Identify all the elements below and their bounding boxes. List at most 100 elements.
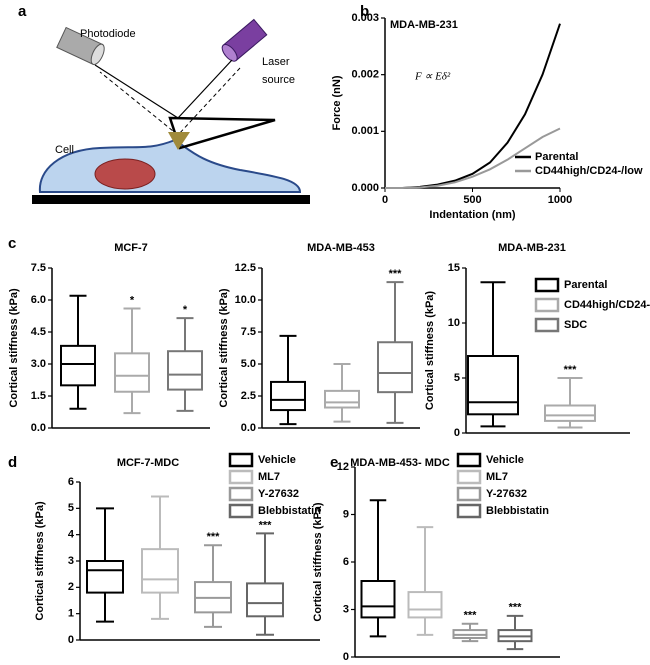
line-series: [385, 23, 561, 189]
chart-title: MDA-MB-453: [307, 242, 375, 254]
y-axis-label: Cortical stiffness (kPa): [8, 288, 20, 408]
laser-label: Laser: [262, 56, 290, 68]
legend-label: ML7: [486, 471, 508, 483]
significance: ***: [564, 364, 578, 376]
panel-label: b: [360, 3, 369, 20]
y-tick-label: 0.003: [351, 12, 379, 24]
chart-title: MCF-7-MDC: [117, 457, 179, 469]
y-tick-label: 0.000: [351, 182, 379, 194]
panel-label: a: [18, 3, 27, 20]
legend-label: Vehicle: [258, 454, 296, 466]
cell-shape: [38, 138, 302, 193]
significance: ***: [464, 610, 478, 622]
legend-label: CD44high/CD24-/low: [564, 299, 650, 311]
photodiode-label: Photodiode: [80, 28, 136, 40]
box: [544, 404, 596, 422]
y-tick-label: 6: [343, 556, 349, 568]
y-tick-label: 7.5: [31, 262, 46, 274]
y-tick-label: 4: [68, 529, 75, 541]
y-tick-label: 5: [454, 372, 460, 384]
legend-swatch: [534, 317, 560, 333]
box: [246, 582, 284, 618]
legend-label: Vehicle: [486, 454, 524, 466]
annotation: F ∝ Eδ²: [414, 71, 451, 83]
y-tick-label: 3: [68, 555, 74, 567]
legend-swatch: [534, 297, 560, 313]
laser-label: source: [262, 74, 295, 86]
legend-swatch: [456, 452, 482, 468]
chart-title: MCF-7: [114, 242, 148, 254]
legend-swatch: [534, 277, 560, 293]
legend-swatch: [228, 503, 254, 519]
line-series: [385, 127, 561, 189]
y-axis-label: Cortical stiffness (kPa): [424, 291, 436, 411]
y-tick-label: 4.5: [31, 326, 46, 338]
significance: ***: [389, 268, 403, 280]
legend-label: Parental: [564, 279, 607, 291]
chart-title: MDA-MB-453- MDC: [350, 457, 450, 469]
box: [324, 389, 360, 409]
y-tick-label: 12: [337, 461, 349, 473]
box: [60, 344, 96, 387]
box: [467, 355, 519, 416]
box: [407, 591, 443, 619]
y-tick-label: 3: [343, 603, 349, 615]
panel-label: d: [8, 454, 17, 471]
x-tick-label: 0: [382, 194, 388, 206]
y-axis-label: Cortical stiffness (kPa): [312, 502, 324, 622]
afm-diagram: a Photodiode Laser source Cell: [18, 3, 310, 204]
y-tick-label: 9: [343, 508, 349, 520]
y-tick-label: 10: [448, 317, 460, 329]
y-tick-label: 12.5: [235, 262, 256, 274]
y-tick-label: 3.0: [31, 358, 46, 370]
y-tick-label: 0.0: [241, 422, 256, 434]
legend-swatch: [456, 486, 482, 502]
y-tick-label: 6.0: [31, 294, 46, 306]
x-tick-label: 500: [463, 194, 481, 206]
y-tick-label: 15: [448, 262, 460, 274]
significance: ***: [259, 519, 273, 531]
substrate: [32, 195, 310, 204]
legend-swatch: [228, 469, 254, 485]
panel-label: e: [330, 454, 338, 471]
legend-label: Blebbistatin: [258, 505, 321, 517]
legend-label: CD44high/CD24-/low: [535, 165, 643, 177]
x-axis-label: Indentation (nm): [429, 209, 515, 221]
y-tick-label: 0: [343, 651, 349, 663]
box: [360, 580, 396, 619]
significance: ***: [509, 602, 523, 614]
y-tick-label: 0: [68, 634, 74, 646]
legend-label: Y-27632: [258, 488, 299, 500]
significance: ***: [207, 531, 221, 543]
y-tick-label: 10.0: [235, 294, 256, 306]
y-tick-label: 2.5: [241, 390, 256, 402]
legend-swatch: [456, 503, 482, 519]
y-axis-label: Force (nN): [331, 75, 343, 130]
y-tick-label: 0.0: [31, 422, 46, 434]
y-tick-label: 1.5: [31, 390, 46, 402]
box: [377, 341, 413, 394]
y-tick-label: 0.001: [351, 125, 379, 137]
y-tick-label: 0: [454, 427, 460, 439]
box: [114, 352, 150, 393]
significance: *: [130, 294, 135, 306]
legend-swatch: [228, 486, 254, 502]
legend-label: SDC: [564, 319, 587, 331]
y-tick-label: 1: [68, 608, 74, 620]
panel-label: c: [8, 235, 16, 252]
y-tick-label: 0.002: [351, 69, 379, 81]
x-tick-label: 1000: [548, 194, 572, 206]
chart-title: MDA-MB-231: [390, 19, 458, 31]
y-axis-label: Cortical stiffness (kPa): [34, 501, 46, 621]
box: [86, 560, 124, 594]
legend-swatch: [228, 452, 254, 468]
legend-label: Blebbistatin: [486, 505, 549, 517]
box: [141, 548, 179, 594]
y-tick-label: 5: [68, 502, 74, 514]
photodiode: [56, 26, 105, 66]
box: [270, 380, 306, 412]
box: [167, 350, 203, 391]
legend-swatch: [456, 469, 482, 485]
significance: *: [183, 304, 188, 316]
